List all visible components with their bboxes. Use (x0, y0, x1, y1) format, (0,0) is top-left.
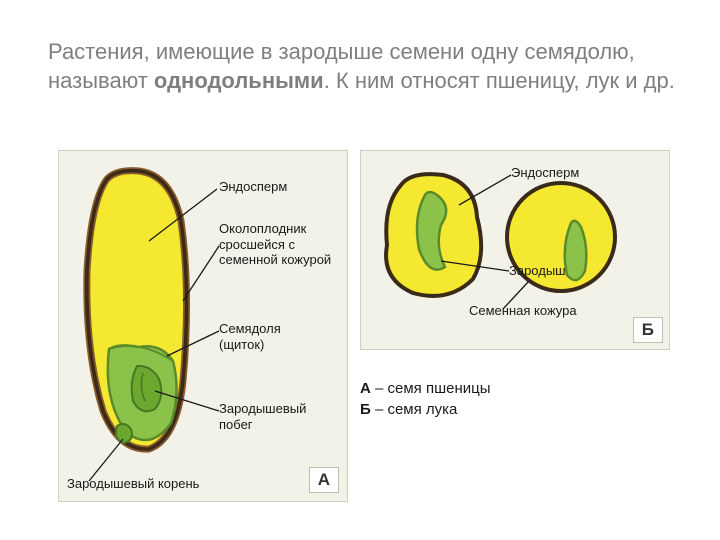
slide-title: Растения, имеющие в зародыше семени одну… (48, 38, 678, 95)
title-part2: . К ним относят пшеницу, лук и др. (324, 68, 675, 93)
legend: А – семя пшеницы Б – семя лука (360, 378, 491, 420)
legend-a-text: – семя пшеницы (371, 380, 491, 397)
seed-b2-embryo (565, 221, 587, 280)
label-a-root: Зародышевый корень (67, 476, 217, 492)
label-b-endosperm: Эндосперм (511, 165, 579, 181)
label-a-pericarp: Околоплодник сросшейся с семенной кожуро… (219, 221, 337, 268)
title-bold: однодольными (154, 68, 324, 93)
panel-a: Эндосперм Околоплодник сросшейся с семен… (58, 150, 348, 502)
legend-a-prefix: А (360, 380, 371, 397)
seed-a-root (116, 424, 132, 443)
label-a-endosperm: Эндосперм (219, 179, 287, 195)
legend-line-a: А – семя пшеницы (360, 378, 491, 399)
panel-b: Эндосперм Зародыш Семенная кожура Б (360, 150, 670, 350)
leader-a-root (89, 439, 123, 481)
panel-b-letter: Б (633, 317, 663, 343)
label-b-embryo: Зародыш (509, 263, 566, 279)
legend-b-text: – семя лука (371, 401, 458, 418)
legend-line-b: Б – семя лука (360, 399, 491, 420)
label-a-shoot: Зародышевый побег (219, 401, 329, 432)
label-b-coat: Семенная кожура (469, 303, 577, 319)
diagram-b (361, 151, 671, 351)
label-a-cotyledon: Семядоля (щиток) (219, 321, 329, 352)
panel-a-letter: А (309, 467, 339, 493)
legend-b-prefix: Б (360, 401, 371, 418)
